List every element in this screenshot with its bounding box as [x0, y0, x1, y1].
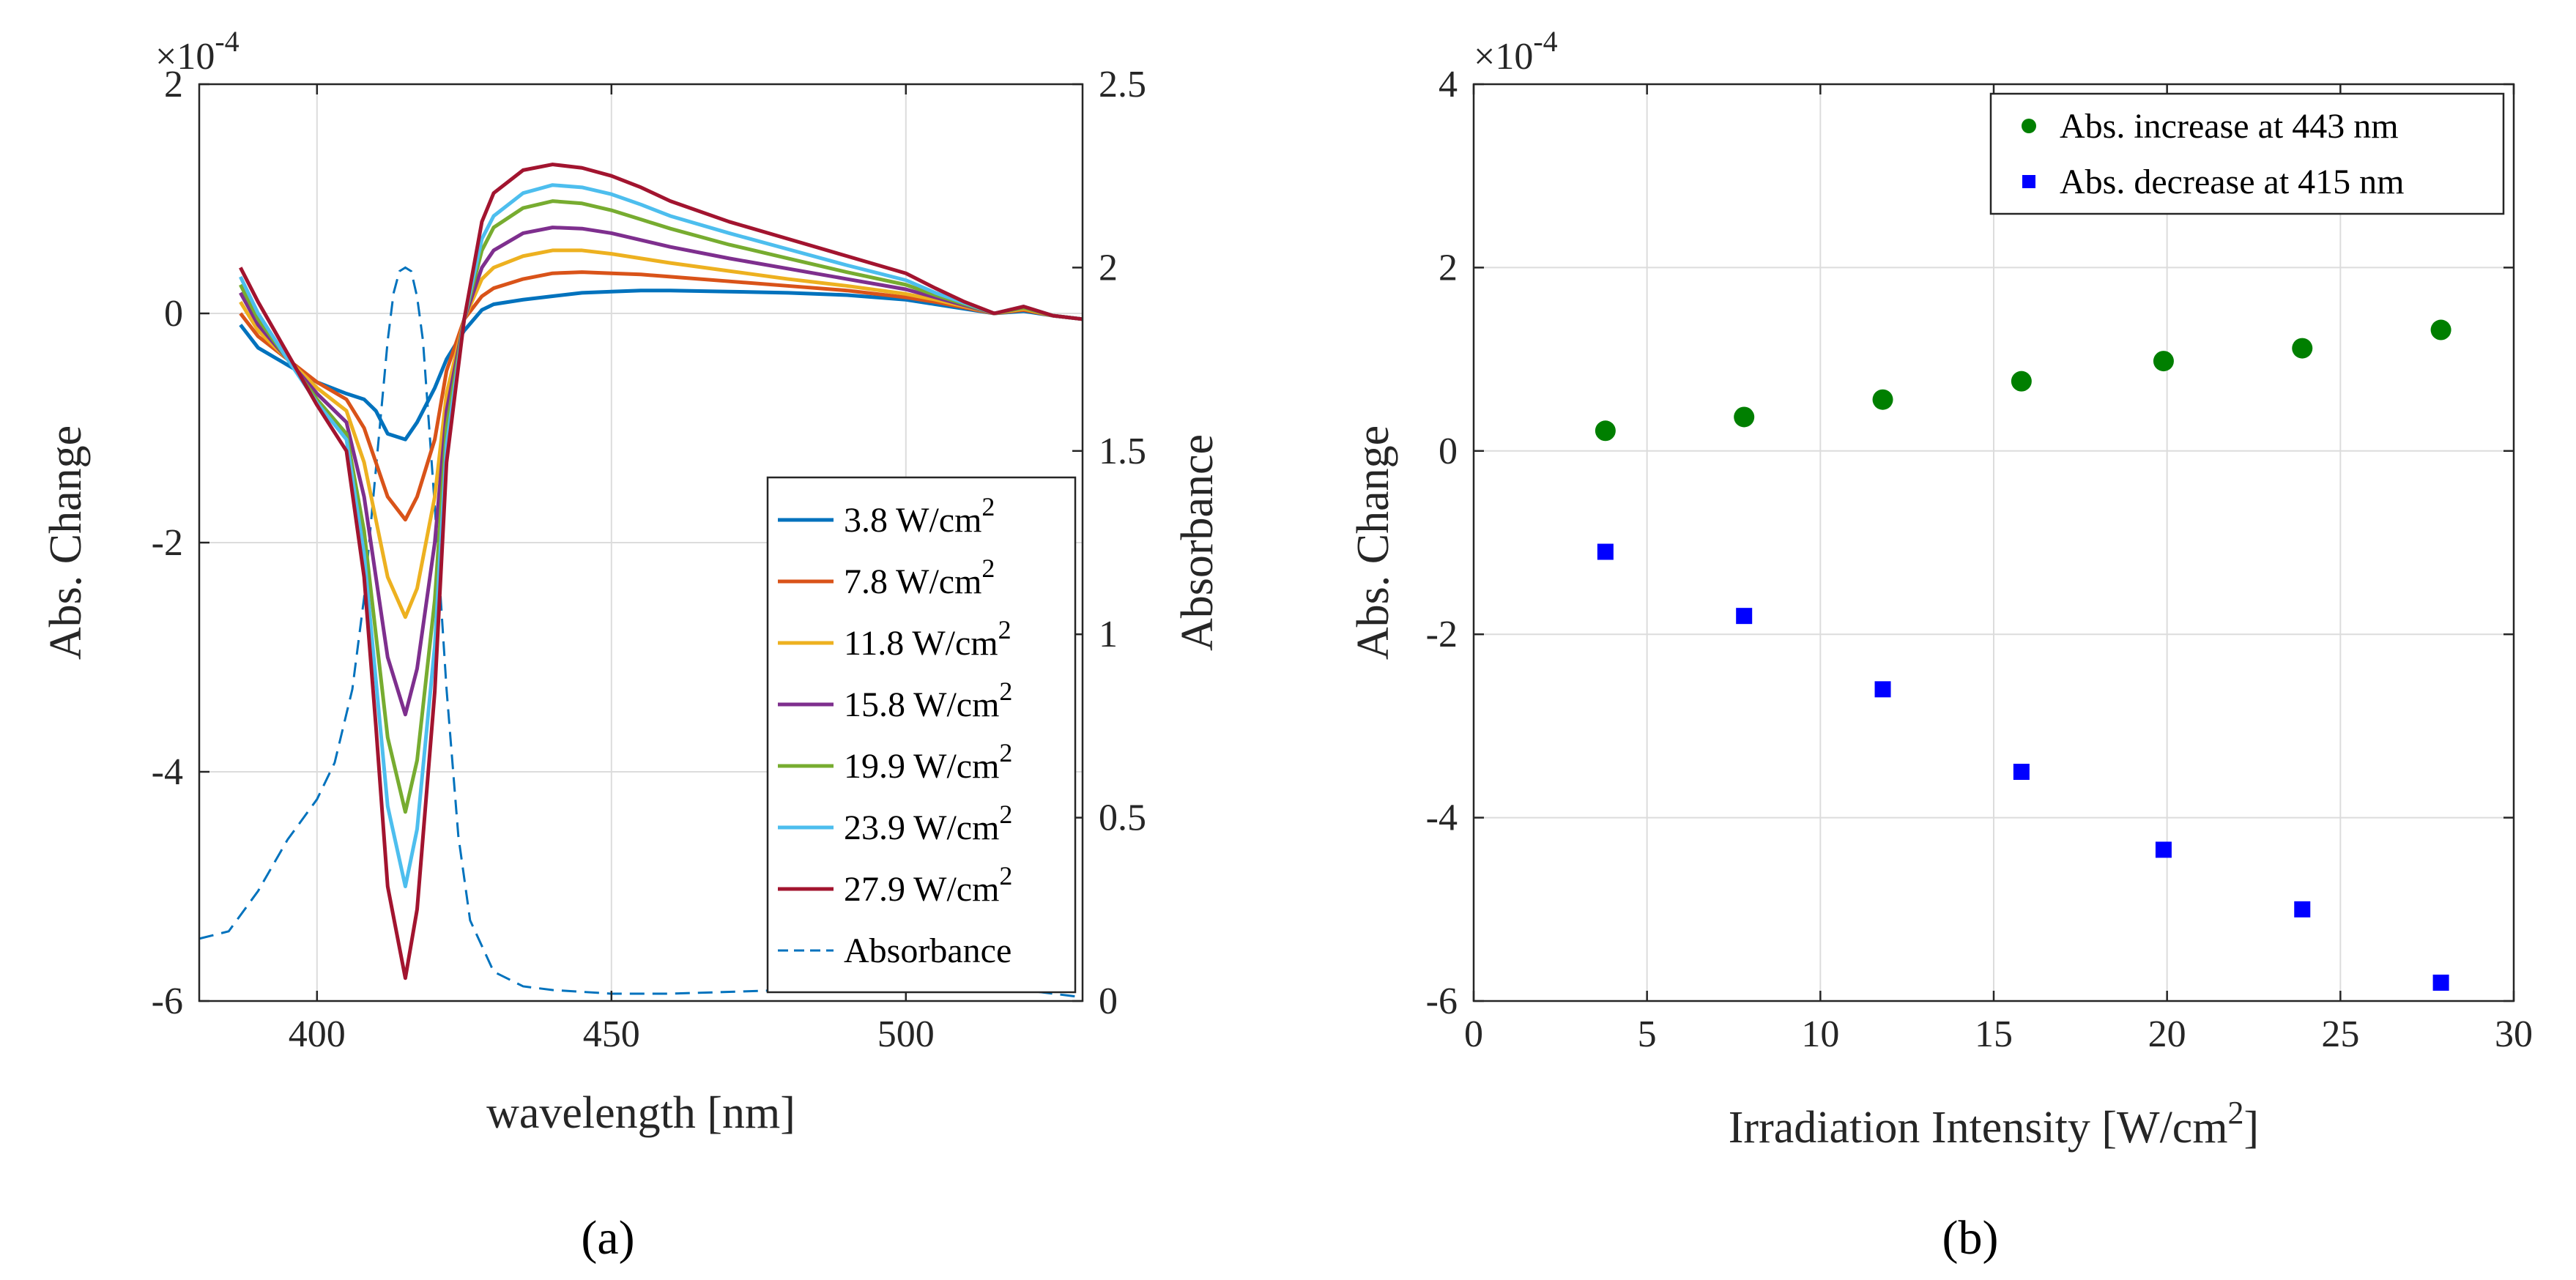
panel-b-legend-marker-decrease — [2022, 175, 2035, 188]
panel-a-y-tick-label-right: 2.5 — [1099, 64, 1146, 105]
panel-b-point-increase — [2011, 371, 2032, 392]
panel-b-y-tick-label: 2 — [1439, 247, 1458, 289]
panel-b-legend-box — [1989, 92, 2505, 215]
panel-b-x-axis-label: Irradiation Intensity [W/cm2] — [1729, 1095, 2259, 1153]
panel-b-point-decrease — [1874, 681, 1891, 698]
panel-a-series-line — [239, 199, 1083, 814]
panel-a-x-axis-label: wavelength [nm] — [486, 1088, 795, 1138]
panel-b-x-tick-label: 0 — [1464, 1013, 1483, 1055]
panel-b-point-decrease — [2155, 841, 2172, 858]
panel-b-y-tick-label: 0 — [1439, 431, 1458, 472]
panel-a-x-tick-label: 450 — [583, 1013, 640, 1055]
panel-b-point-increase — [2292, 338, 2313, 359]
panel-a-series-line — [239, 183, 1083, 888]
panel-a-series-layer — [239, 163, 1083, 981]
panel-b-x-tick-label: 15 — [1975, 1013, 2013, 1055]
panel-a-series-line — [239, 270, 1083, 522]
panel-a-y-tick-label-right: 2 — [1099, 247, 1118, 289]
panel-a-y-tick-label-right: 0.5 — [1099, 797, 1146, 839]
panel-a-series-line — [239, 289, 1083, 442]
panel-a-y-tick-label-left: 2 — [164, 64, 183, 105]
panel-a-exponent: ×10-4 — [155, 25, 240, 78]
panel-b-point-decrease — [1736, 608, 1753, 625]
panel-a-y-tick-label-left: -4 — [152, 751, 183, 793]
panel-b-x-tick-label: 10 — [1801, 1013, 1839, 1055]
panel-b-x-tick-label: 25 — [2321, 1013, 2359, 1055]
panel-a-x-tick-label: 500 — [877, 1013, 935, 1055]
panel-a-x-tick-label: 400 — [289, 1013, 346, 1055]
panel-a-legend-label: 3.8 W/cm2 — [844, 492, 995, 540]
panel-a-y-tick-label-right: 0 — [1099, 981, 1118, 1022]
panel-b-point-increase — [2430, 319, 2451, 341]
panel-a-legend: 3.8 W/cm2 7.8 W/cm2 11.8 W/cm2 15.8 W/cm2 19… — [766, 476, 1077, 994]
panel-b-point-decrease — [1597, 543, 1614, 560]
panel-a-y-tick-label-right: 1.5 — [1099, 431, 1146, 472]
panel-a-series-line — [239, 163, 1083, 981]
panel-b-y-axis-label: Abs. Change — [1348, 425, 1398, 660]
panel-a-legend-box — [766, 476, 1077, 994]
panel-a: 400 450 500 -6 -4 -2 0 2 0 0.5 1 1.5 2 2.5 ×10-4 wave… — [41, 25, 1222, 1265]
panel-b-y-tick-label: 4 — [1439, 64, 1458, 105]
panel-b-legend: Abs. increase at 443 nm Abs. decrease at … — [1989, 92, 2505, 215]
panel-a-y-tick-label-right: 1 — [1099, 614, 1118, 655]
panel-b-point-decrease — [2432, 974, 2449, 991]
panel-a-legend-label: 23.9 W/cm2 — [844, 800, 1012, 847]
panel-a-legend-label-absorbance: Absorbance — [844, 931, 1012, 970]
panel-b-exponent: ×10-4 — [1474, 25, 1558, 78]
panel-b-label: (b) — [1942, 1211, 1999, 1265]
panel-b-x-tick-label: 30 — [2495, 1013, 2533, 1055]
panel-a-y-tick-label-left: -2 — [152, 522, 183, 564]
panel-b-x-tick-label: 20 — [2148, 1013, 2186, 1055]
panel-a-y-axis-label-right: Absorbance — [1173, 434, 1222, 651]
panel-b-x-tick-label: 5 — [1638, 1013, 1657, 1055]
panel-a-y-tick-label-left: 0 — [164, 293, 183, 335]
panel-a-ticks: 400 450 500 -6 -4 -2 0 2 0 0.5 1 1.5 2 2.5 — [152, 64, 1146, 1055]
panel-b-ticks: 0 5 10 15 20 25 30 -6 -4 -2 0 2 4 — [1426, 64, 2533, 1055]
panel-b-legend-label: Abs. decrease at 415 nm — [2060, 163, 2405, 201]
panel-b-points-layer — [1595, 319, 2451, 991]
panel-a-legend-label: 27.9 W/cm2 — [844, 861, 1012, 909]
panel-b-y-tick-label: -4 — [1426, 797, 1458, 839]
panel-b-grid — [1473, 83, 2514, 1002]
panel-b-y-tick-label: -6 — [1426, 981, 1458, 1022]
panel-b-point-decrease — [2013, 764, 2030, 780]
panel-a-y-axis-label-left: Abs. Change — [41, 425, 91, 660]
panel-a-y-tick-label-left: -6 — [152, 981, 183, 1022]
panel-b-y-tick-label: -2 — [1426, 614, 1458, 655]
panel-b: 0 5 10 15 20 25 30 -6 -4 -2 0 2 4 ×10-4 Irradiation … — [1348, 25, 2533, 1265]
panel-b-point-increase — [1872, 389, 1893, 410]
panel-b-legend-marker-increase — [2022, 119, 2036, 133]
panel-a-legend-label: 7.8 W/cm2 — [844, 554, 995, 601]
panel-b-legend-label: Abs. increase at 443 nm — [2060, 107, 2399, 146]
panel-a-legend-label: 11.8 W/cm2 — [844, 615, 1012, 663]
panel-a-series-line — [239, 248, 1083, 619]
panel-b-point-increase — [2153, 351, 2174, 372]
panel-b-point-increase — [1595, 420, 1616, 442]
panel-b-point-increase — [1734, 406, 1755, 428]
panel-a-series-line — [239, 226, 1083, 717]
panel-a-label: (a) — [581, 1211, 634, 1265]
panel-a-legend-label: 19.9 W/cm2 — [844, 738, 1012, 786]
panel-a-legend-label: 15.8 W/cm2 — [844, 677, 1012, 724]
panel-b-point-decrease — [2294, 901, 2311, 918]
